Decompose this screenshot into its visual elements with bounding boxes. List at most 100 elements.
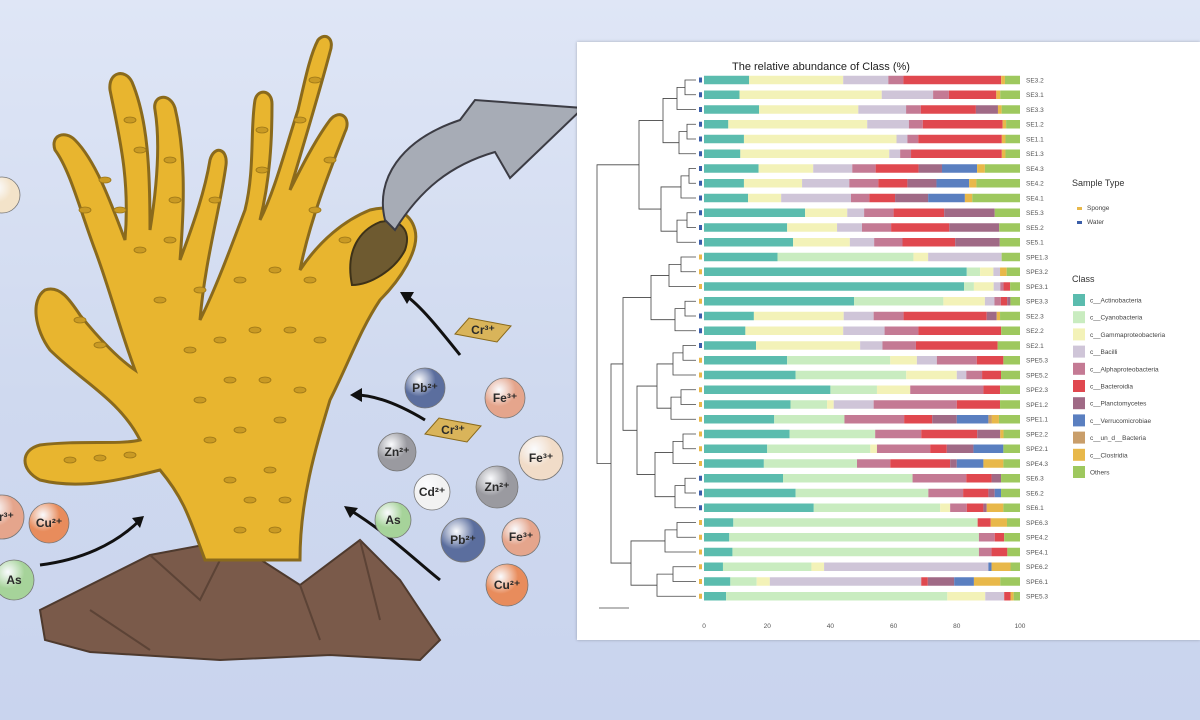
bar-segment-c-gammaproteobacteria xyxy=(943,297,985,306)
sample-type-marker xyxy=(699,151,702,157)
dendrogram-branch xyxy=(662,98,679,144)
bar-segment-c-bacteroidia xyxy=(991,547,1008,557)
bar-segment-c-planctomycetes xyxy=(946,444,974,453)
bar-segment-c-bacilli xyxy=(849,238,875,247)
bar-segment-others xyxy=(1001,252,1020,262)
x-tick-label: 60 xyxy=(890,623,898,630)
dendrogram-branch xyxy=(688,168,696,184)
bar-segment-c-cyanobacteria xyxy=(813,503,941,512)
bar-segment-c-cyanobacteria xyxy=(789,429,876,439)
bar-segment-c-actinobacteria xyxy=(704,193,749,203)
x-tick-label: 0 xyxy=(702,623,706,630)
ion-cd-a: Cd²⁺ xyxy=(413,473,451,511)
bar-segment-c-alphaproteobacteria xyxy=(908,120,923,129)
sample-type-swatch xyxy=(1077,221,1082,224)
ion-label: Zn²⁺ xyxy=(485,480,510,494)
sample-label: SPE6.1 xyxy=(1026,579,1048,586)
bar-segment-c-bacteroidia xyxy=(977,518,991,527)
bar-segment-c-planctomycetes xyxy=(950,459,957,468)
sample-label: SPE6.2 xyxy=(1026,564,1048,571)
bar-segment-c-alphaproteobacteria xyxy=(874,238,903,247)
class-abundance-chart: The relative abundance of Class (%) SE3.… xyxy=(596,61,1166,630)
sample-type-label: Water xyxy=(1087,219,1105,226)
bar-segment-c-actinobacteria xyxy=(704,459,764,468)
bar-segment-c-bacilli xyxy=(993,282,1001,291)
sample-label: SE3.3 xyxy=(1026,107,1044,114)
ion-label: Fe³⁺ xyxy=(529,451,553,465)
bar-segment-c-actinobacteria xyxy=(704,90,740,99)
ion-layer: Cr³⁺ Pb²⁺ Fe³⁺ Cr³⁺ Zn²⁺ Fe³⁺ Cd²⁺ Zn²⁺ As Pb²⁺ Fe… xyxy=(0,176,564,607)
sample-label: SPE1.1 xyxy=(1026,417,1048,424)
bar-segment-c-verrucomicrobiae xyxy=(936,179,970,188)
bar-segment-c-cyanobacteria xyxy=(783,474,913,483)
bar-segment-c-actinobacteria xyxy=(704,164,759,173)
bar-segment-c-bacilli xyxy=(928,252,1002,262)
sample-type-swatch xyxy=(1077,207,1082,210)
class-swatch xyxy=(1073,328,1085,341)
sample-label: SPE3.3 xyxy=(1026,299,1048,306)
bar-segment-c-planctomycetes xyxy=(955,238,1000,247)
x-axis: 0 20 40 60 80 100 xyxy=(702,623,1026,630)
dendrogram-branch xyxy=(682,345,696,361)
bar-segment-c-alphaproteobacteria xyxy=(900,149,912,158)
sample-type-marker xyxy=(699,136,702,142)
bar-segment-others xyxy=(997,341,1020,350)
dendrogram-branch xyxy=(680,175,696,199)
ion-label: Zn²⁺ xyxy=(385,445,410,459)
ion-fe-a: Fe³⁺ xyxy=(484,377,526,419)
bar-segment-c-actinobacteria xyxy=(704,547,733,557)
bar-segment-c-actinobacteria xyxy=(704,149,741,158)
bar-segment-others xyxy=(1000,90,1020,99)
ion-sphere-shape xyxy=(518,435,564,481)
bar-segment-c-actinobacteria xyxy=(704,252,778,262)
sample-type-legend: Sponge Water xyxy=(1077,205,1110,226)
ion-label: Pb²⁺ xyxy=(450,533,476,547)
ion-sphere-shape xyxy=(484,377,526,419)
sample-label: SPE4.1 xyxy=(1026,549,1048,556)
bar-segment-c-alphaproteobacteria xyxy=(978,547,992,557)
sample-label: SPE4.3 xyxy=(1026,461,1048,468)
bar-segment-others xyxy=(1006,120,1020,129)
ion-sphere-shape xyxy=(28,502,70,544)
sample-label: SE4.1 xyxy=(1026,195,1044,202)
dendrogram-branch xyxy=(636,385,657,475)
bar-segment-c-actinobacteria xyxy=(704,238,794,247)
sample-type-marker xyxy=(699,77,702,83)
rock-crack xyxy=(89,539,381,651)
sample-label: SPE4.2 xyxy=(1026,535,1048,542)
sample-label: SPE2.1 xyxy=(1026,446,1048,453)
ion-sphere-shape xyxy=(377,432,417,472)
dendrogram-branch xyxy=(654,452,675,498)
bar-segment-others xyxy=(984,164,1020,173)
class-label: c__Actinobacteria xyxy=(1090,298,1142,305)
bar-segment-c-planctomycetes xyxy=(1007,297,1011,306)
sample-label: SPE6.3 xyxy=(1026,520,1048,527)
bar-segment-c-bacteroidia xyxy=(903,311,987,321)
bar-segment-c-actinobacteria xyxy=(704,592,727,601)
bar-segment-c-bacteroidia xyxy=(966,503,984,512)
bar-segment-c-bacilli xyxy=(843,326,885,335)
sample-type-marker xyxy=(699,343,702,348)
bar-segment-c-alphaproteobacteria xyxy=(882,341,916,350)
bar-segment-others xyxy=(1003,444,1020,453)
bar-segment-c-cyanobacteria xyxy=(774,415,845,424)
sample-label: SPE5.3 xyxy=(1026,358,1048,365)
dendrogram-branch xyxy=(680,256,696,273)
bar-segment-c-bacteroidia xyxy=(920,105,976,114)
bar-segment-c-alphaproteobacteria xyxy=(907,134,919,144)
bar-segment-c-bacilli xyxy=(985,592,1005,601)
bars-layer xyxy=(699,75,1020,601)
x-tick-label: 40 xyxy=(827,623,835,630)
bar-segment-c-bacilli xyxy=(993,267,1001,276)
bar-segment-c-clostridia xyxy=(986,503,1004,512)
bar-segment-c-planctomycetes xyxy=(977,429,1001,439)
sample-type-marker xyxy=(699,195,702,201)
bar-segment-others xyxy=(1004,533,1020,542)
sample-label: SE1.2 xyxy=(1026,122,1044,129)
ion-label: Cr³⁺ xyxy=(441,423,465,437)
bar-segment-c-verrucomicrobiae xyxy=(973,444,1004,453)
x-tick-label: 100 xyxy=(1015,623,1026,630)
sample-label: SE6.1 xyxy=(1026,505,1044,512)
sample-label: SE2.1 xyxy=(1026,343,1044,350)
